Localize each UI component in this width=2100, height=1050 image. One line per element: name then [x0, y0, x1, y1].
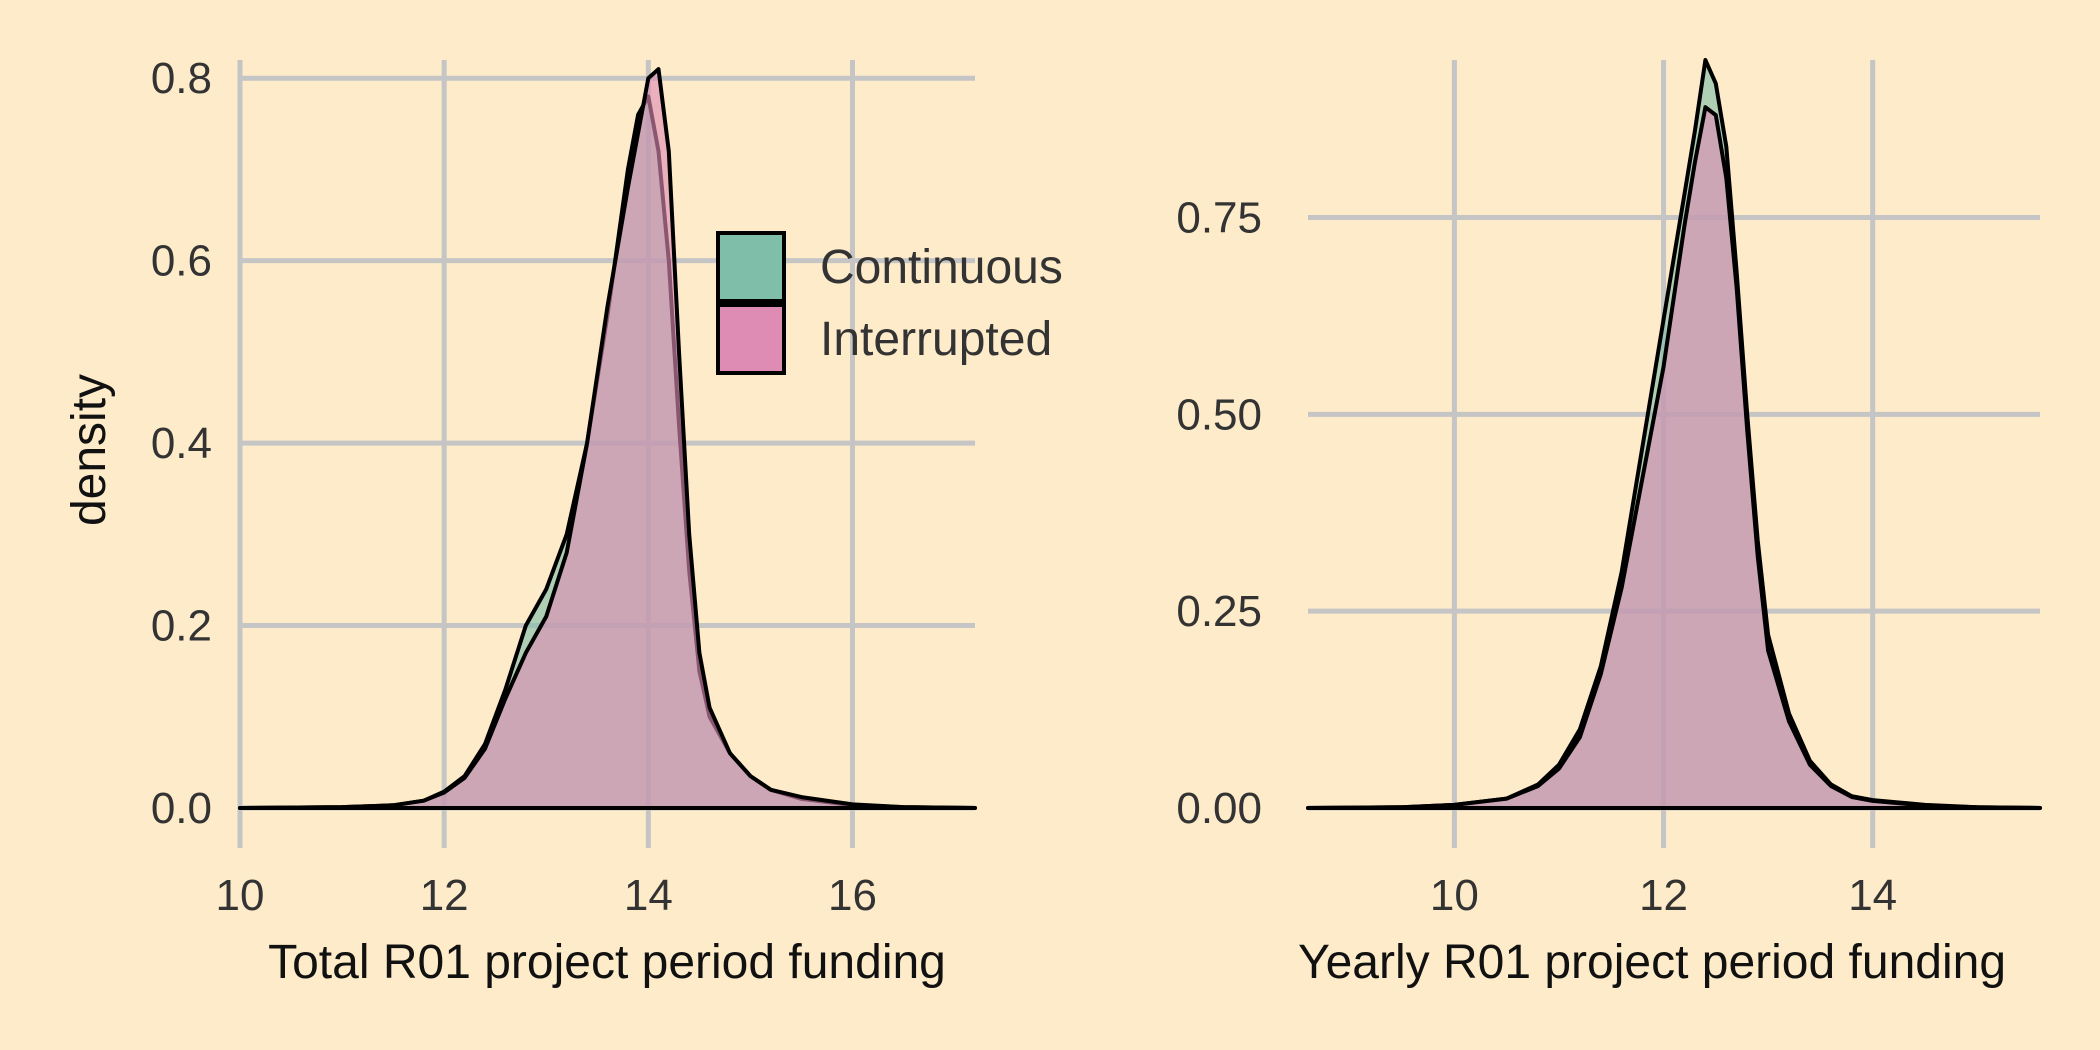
x-tick-label: 12: [420, 871, 469, 920]
x-tick-label: 14: [624, 871, 673, 920]
density-area-interrupted: [238, 67, 977, 810]
y-tick-label: 0.0: [151, 784, 212, 833]
legend-swatch-interrupted: [716, 303, 786, 375]
legend-label-interrupted: Interrupted: [820, 313, 1052, 366]
x-axis-title: Yearly R01 project period funding: [1298, 936, 2006, 989]
density-area-interrupted: [1306, 105, 2042, 810]
x-tick-label: 10: [216, 871, 265, 920]
y-tick-label: 0.75: [1176, 193, 1262, 242]
y-tick-label: 0.00: [1176, 784, 1262, 833]
x-tick-label: 14: [1848, 871, 1897, 920]
x-tick-label: 10: [1430, 871, 1479, 920]
y-tick-label: 0.25: [1176, 587, 1262, 636]
legend-label-continuous: Continuous: [820, 241, 1063, 294]
y-tick-label: 0.2: [151, 602, 212, 651]
panel-yearly-funding: 0.00 0.25 0.50 0.75 10 12 14 Yearly R01 project…: [1176, 58, 2042, 989]
legend-swatch-continuous: [716, 231, 786, 303]
legend: Continuous Interrupted: [716, 231, 1063, 375]
y-axis-title: density: [63, 374, 116, 526]
y-tick-label: 0.4: [151, 419, 212, 468]
y-tick-label: 0.6: [151, 237, 212, 286]
x-axis-title: Total R01 project period funding: [268, 936, 946, 989]
y-tick-label: 0.50: [1176, 390, 1262, 439]
y-tick-label: 0.8: [151, 54, 212, 103]
panel-total-funding: 0.0 0.2 0.4 0.6 0.8 10 12 14 16 Total R01 project…: [63, 54, 977, 989]
x-tick-label: 16: [828, 871, 877, 920]
x-tick-label: 12: [1639, 871, 1688, 920]
